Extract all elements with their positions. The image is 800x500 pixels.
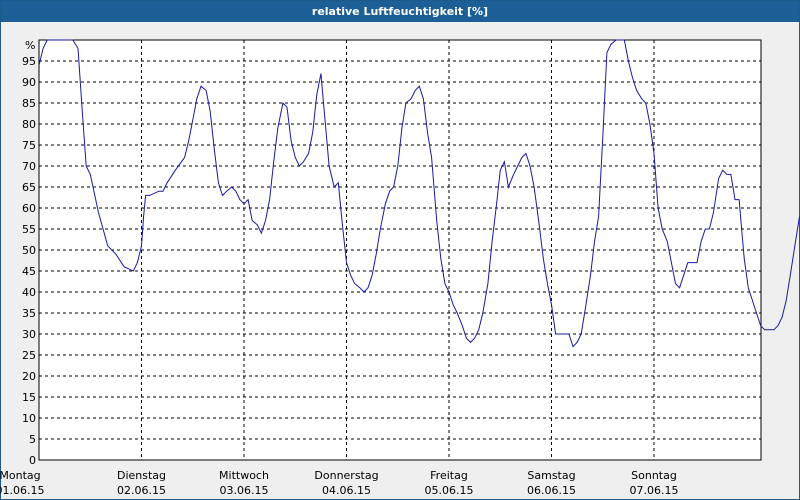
y-tick-label: 20 <box>22 370 36 383</box>
y-tick-label: 0 <box>29 454 36 467</box>
x-tick-date: 03.06.15 <box>220 484 269 497</box>
y-tick-label: 15 <box>22 391 36 404</box>
x-tick-weekday: Sonntag <box>631 469 677 482</box>
x-tick-weekday: Montag <box>0 469 41 482</box>
y-tick-label: 55 <box>22 223 36 236</box>
y-tick-label: 40 <box>22 286 36 299</box>
y-tick-label: 50 <box>22 244 36 257</box>
x-tick-weekday: Donnerstag <box>314 469 378 482</box>
y-tick-label: 10 <box>22 412 36 425</box>
x-tick-weekday: Dienstag <box>117 469 166 482</box>
x-tick-weekday: Freitag <box>430 469 468 482</box>
x-tick-date: 02.06.15 <box>117 484 166 497</box>
y-tick-label: 60 <box>22 202 36 215</box>
x-tick-weekday: Mittwoch <box>219 469 269 482</box>
x-tick-date: 05.06.15 <box>425 484 474 497</box>
y-tick-label: 90 <box>22 76 36 89</box>
y-tick-label: 65 <box>22 181 36 194</box>
x-tick-labels: Montag 01.06.15 Dienstag 02.06.15 Mittwoch 03… <box>0 469 678 497</box>
y-tick-label: 70 <box>22 160 36 173</box>
y-tick-label: 30 <box>22 328 36 341</box>
y-tick-label: 35 <box>22 307 36 320</box>
y-axis-unit-label: % <box>25 39 35 52</box>
y-tick-label: 80 <box>22 118 36 131</box>
y-tick-label: 5 <box>29 433 36 446</box>
x-tick-date: 07.06.15 <box>630 484 679 497</box>
y-tick-labels: 0 5 10 15 20 25 30 35 40 45 50 55 60 65 70 75 80 85 90 95 <box>22 55 36 467</box>
humidity-line <box>38 39 800 348</box>
x-tick-weekday: Samstag <box>527 469 575 482</box>
y-tick-label: 85 <box>22 97 36 110</box>
y-tick-label: 45 <box>22 265 36 278</box>
chart-title: relative Luftfeuchtigkeit [%] <box>1 1 799 22</box>
x-tick-date: 01.06.15 <box>0 484 44 497</box>
y-tick-label: 75 <box>22 139 36 152</box>
x-tick-date: 04.06.15 <box>322 484 371 497</box>
x-tick-date: 06.06.15 <box>527 484 576 497</box>
y-tick-label: 95 <box>22 55 36 68</box>
horizontal-gridlines <box>39 60 761 440</box>
vertical-gridlines <box>141 40 655 460</box>
y-tick-label: 25 <box>22 349 36 362</box>
